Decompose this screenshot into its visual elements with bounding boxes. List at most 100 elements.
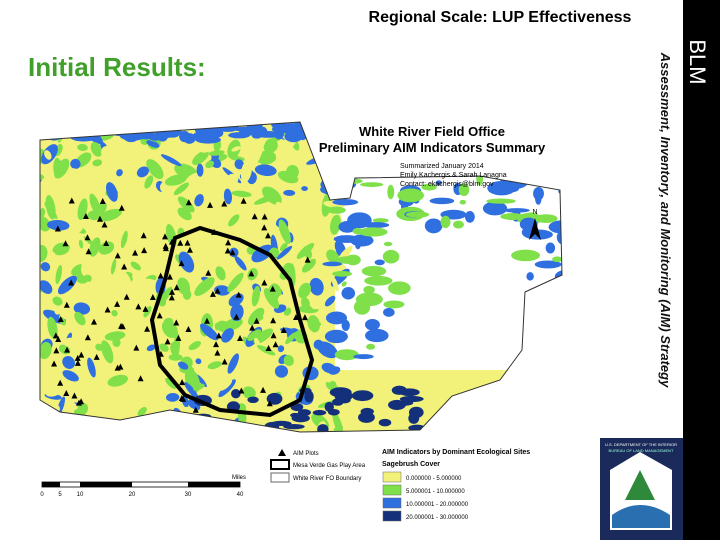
- plot-marker: [57, 379, 64, 386]
- map-patch: [500, 213, 525, 221]
- map-patch: [62, 355, 76, 369]
- map-patch: [40, 244, 48, 263]
- plot-marker: [185, 199, 192, 206]
- map-patch: [397, 399, 414, 406]
- map-patch: [231, 389, 241, 399]
- plot-marker: [280, 326, 287, 333]
- legend-symbol: [278, 449, 286, 456]
- map-patch: [279, 242, 288, 252]
- map-patch: [74, 402, 89, 418]
- legend-class-label: 10.000001 - 20.000000: [406, 502, 469, 508]
- map-patch: [283, 423, 305, 430]
- plot-marker: [64, 346, 71, 353]
- map-patch: [216, 320, 230, 332]
- map-patch: [92, 159, 103, 167]
- map-patch: [326, 206, 346, 214]
- map-patch: [487, 180, 516, 196]
- plot-marker: [103, 240, 110, 247]
- scale-bar-segment: [42, 482, 60, 487]
- map-patch: [77, 143, 88, 151]
- map-patch: [98, 241, 115, 255]
- plot-marker: [253, 317, 260, 324]
- map-patch: [277, 345, 285, 353]
- map-patch: [245, 138, 257, 154]
- map-patch: [211, 168, 217, 185]
- plot-marker: [237, 334, 244, 341]
- map-patch: [324, 329, 348, 344]
- plot-marker: [240, 197, 247, 204]
- plot-marker: [52, 332, 59, 339]
- map-patch: [98, 286, 110, 302]
- plot-marker: [251, 213, 258, 220]
- map-patch: [301, 258, 317, 273]
- map-patch: [247, 329, 262, 341]
- plot-marker: [75, 399, 82, 406]
- map-patch: [387, 184, 395, 200]
- map-patch: [266, 392, 283, 405]
- plot-marker: [156, 312, 163, 319]
- map-patch: [358, 411, 375, 423]
- plot-marker: [93, 353, 100, 360]
- map-patch: [226, 173, 239, 185]
- map-patch: [301, 186, 308, 191]
- map-patch: [90, 142, 103, 157]
- map-patch: [70, 158, 81, 170]
- map-patch: [307, 315, 320, 333]
- map-subtitle: Preliminary AIM Indicators Summary: [319, 140, 546, 155]
- map-patch: [61, 175, 77, 187]
- map-patch: [119, 213, 131, 231]
- map-patch: [230, 303, 244, 322]
- map-patch: [325, 311, 348, 325]
- agency-line: BUREAU OF LAND MANAGEMENT: [609, 448, 674, 453]
- map-patch: [44, 150, 52, 160]
- map-patch: [421, 183, 437, 191]
- map-patch: [89, 237, 101, 257]
- map-patch: [65, 400, 78, 410]
- map-patch: [40, 341, 52, 360]
- map-patch: [408, 406, 424, 419]
- plot-marker: [270, 332, 277, 339]
- map-patch: [221, 328, 234, 343]
- plot-marker: [68, 279, 75, 286]
- map-patch: [40, 216, 51, 232]
- map-patch: [247, 396, 259, 404]
- map-patch: [534, 214, 558, 223]
- plot-marker: [71, 392, 78, 399]
- play-area: [149, 225, 315, 418]
- map-patch: [526, 272, 534, 281]
- map-patch: [74, 311, 86, 326]
- map-patch: [361, 222, 390, 228]
- map-patch: [120, 230, 128, 249]
- map-patch: [208, 150, 225, 156]
- map-patch: [366, 343, 376, 350]
- map-patch: [315, 196, 323, 209]
- map-patch: [177, 361, 189, 370]
- plot-marker: [51, 360, 58, 367]
- map-patch: [228, 214, 240, 227]
- plot-marker: [214, 287, 221, 294]
- map-patch: [429, 197, 455, 205]
- legend-symbol: [270, 472, 290, 483]
- plot-marker: [221, 200, 228, 207]
- sidebar-caption: Assessment, Inventory, and Monitoring (A…: [658, 52, 673, 388]
- plot-marker: [85, 248, 92, 255]
- map-patch: [251, 285, 261, 307]
- legend-title: AIM Indicators by Dominant Ecological Si…: [382, 449, 530, 456]
- map-patch: [195, 358, 202, 365]
- map-patch: [302, 420, 315, 432]
- map-patch: [163, 317, 174, 326]
- map-patch: [101, 340, 114, 364]
- map-patch: [262, 186, 282, 205]
- plot-marker: [101, 221, 108, 228]
- map-patch: [52, 296, 63, 306]
- map-patch: [326, 249, 340, 264]
- legend-symbol: [270, 459, 290, 470]
- map-patch: [66, 378, 78, 393]
- map-patch: [101, 146, 113, 160]
- plot-marker: [169, 288, 176, 295]
- map-patch: [54, 158, 70, 179]
- scale-unit: Miles: [232, 475, 246, 481]
- scale-tick-label: 0: [40, 492, 44, 498]
- plot-marker: [162, 242, 169, 249]
